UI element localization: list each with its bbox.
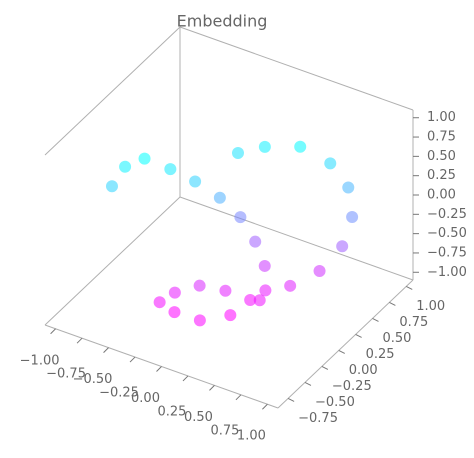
y-tick [355,333,362,338]
point [153,296,166,309]
x-tick [262,403,268,410]
y-tick [406,285,413,290]
point [105,180,118,193]
point [138,152,151,165]
y-tick-label: 0.75 [399,315,428,330]
box-edge [179,196,414,281]
point [244,294,257,306]
y-tick [389,301,396,306]
z-tick-label: 0.50 [427,149,456,164]
z-tick-label: −1.00 [427,265,467,280]
point [258,140,271,153]
point [189,175,202,188]
y-tick-label: −0.50 [315,395,355,410]
x-tick-label: −0.25 [99,386,139,401]
x-tick [50,328,56,335]
x-tick-label: 1.00 [237,429,266,444]
x-tick-label: 0.75 [210,423,239,438]
z-tick-label: −0.50 [427,226,467,241]
point [259,284,272,297]
point [231,147,244,160]
y-tick [287,397,295,402]
point [284,279,297,292]
x-tick-label: −0.75 [46,367,86,382]
point [168,306,181,319]
point [193,314,206,327]
x-tick [182,375,189,382]
y-tick [372,317,379,322]
x-tick-label: 0.00 [131,391,160,406]
y-tick-label: 0.00 [349,363,378,378]
x-tick-label: −1.00 [20,353,60,368]
box-edge [179,26,414,111]
point [336,240,349,253]
x-tick [103,347,109,353]
point [224,309,237,322]
x-tick [129,356,136,363]
box-edge [44,26,181,156]
x-tick [76,337,83,344]
x-tick [235,394,242,401]
z-tick-label: 0.75 [427,130,456,145]
y-tick-label: −0.25 [332,379,372,394]
point [213,191,226,204]
y-tick-label: −0.75 [298,411,338,426]
x-tick-label: 0.25 [158,404,187,419]
x-tick-label: −0.50 [73,372,113,387]
chart-title: Embedding [177,12,268,31]
point [346,211,359,224]
point [219,284,232,297]
box-edge [44,196,181,326]
y-tick-label: 0.50 [383,331,412,346]
z-tick-label: 1.00 [427,110,456,125]
z-tick-label: −0.25 [427,207,467,222]
y-tick [304,381,312,386]
point [249,235,262,248]
z-tick-label: −0.75 [427,245,467,260]
point [294,140,307,153]
y-tick-label: 1.00 [416,299,445,314]
point [313,264,326,277]
point [324,157,337,170]
box-edge [277,279,414,409]
point [253,294,266,307]
y-tick-label: 0.25 [366,347,395,362]
point [119,160,132,173]
y-tick [338,349,345,354]
point [258,259,271,272]
y-tick [321,365,329,370]
point [193,279,206,292]
x-tick [156,366,162,372]
x-tick-label: 0.50 [184,410,213,425]
point [168,286,181,299]
point [342,181,355,194]
point [164,163,177,176]
x-tick [209,385,215,391]
z-tick-label: 0.00 [427,188,456,203]
point [234,211,247,224]
z-tick-label: 0.25 [427,168,456,183]
